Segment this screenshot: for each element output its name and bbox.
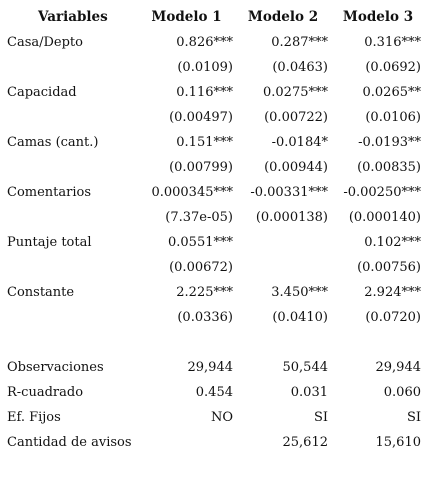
cell-model-1: 29,944: [187, 360, 234, 375]
cell-model-3: 0.316***: [364, 35, 421, 50]
header-variables: Variables: [38, 9, 108, 25]
cell-model-2: 0.0275***: [263, 85, 328, 100]
table-row-comentarios: Comentarios 0.000345*** -0.00331*** -0.0025…: [0, 180, 430, 205]
row-label: Comentarios: [7, 185, 92, 200]
cell-model-1: [130, 330, 233, 355]
table-row-casa-depto: Casa/Depto 0.826*** 0.287*** 0.316***: [0, 30, 430, 55]
row-label: R-cuadrado: [7, 385, 84, 400]
cell-model-3: 0.0265**: [362, 85, 422, 100]
cell-model-2: -0.0184*: [271, 135, 328, 150]
cell-model-3: (0.0692): [365, 60, 421, 75]
cell-model-3: (0.00835): [357, 160, 421, 175]
table-row-se: (0.0336) (0.0410) (0.0720): [0, 305, 430, 330]
table-row-camas-cant: Camas (cant.) 0.151*** -0.0184* -0.0193**: [0, 130, 430, 155]
cell-model-2: -0.00331***: [250, 185, 328, 200]
header-model-3: Modelo 3: [342, 9, 414, 25]
cell-model-3: (0.0106): [365, 110, 421, 125]
cell-model-3: (0.000140): [348, 210, 421, 225]
row-label: Casa/Depto: [7, 35, 83, 50]
cell-model-3: -0.00250***: [343, 185, 421, 200]
table-row-observaciones: Observaciones 29,944 50,544 29,944: [0, 355, 430, 380]
cell-model-1: [130, 430, 233, 455]
cell-model-1: 0.454: [195, 385, 233, 400]
cell-model-1: 0.000345***: [151, 185, 233, 200]
table-row-se: (7.37e-05) (0.000138) (0.000140): [0, 205, 430, 230]
cell-model-3: -0.0193**: [358, 135, 421, 150]
cell-model-3: SI: [406, 410, 421, 425]
cell-model-1: (0.0109): [177, 60, 233, 75]
cell-model-2: (0.0410): [272, 310, 328, 325]
row-label: Constante: [7, 285, 75, 300]
cell-model-3: [330, 330, 421, 355]
table-row-se: (0.00497) (0.00722) (0.0106): [0, 105, 430, 130]
cell-model-2: [234, 230, 328, 255]
cell-model-1: (7.37e-05): [165, 210, 233, 225]
cell-model-3: (0.0720): [365, 310, 421, 325]
cell-model-1: NO: [210, 410, 233, 425]
cell-model-1: 2.225***: [176, 285, 233, 300]
table-row-se: (0.00799) (0.00944) (0.00835): [0, 155, 430, 180]
cell-model-3: 29,944: [375, 360, 422, 375]
cell-model-1: 0.151***: [176, 135, 233, 150]
cell-model-2: 0.031: [290, 385, 328, 400]
cell-model-2: [234, 330, 328, 355]
cell-model-1: 0.826***: [176, 35, 233, 50]
header-model-2: Modelo 2: [247, 9, 319, 25]
cell-model-2: (0.00722): [264, 110, 328, 125]
table-row-constante: Constante 2.225*** 3.450*** 2.924***: [0, 280, 430, 305]
row-label: Puntaje total: [7, 235, 92, 250]
cell-model-3: 0.102***: [364, 235, 421, 250]
cell-model-1: (0.00497): [169, 110, 233, 125]
table-row-puntaje-total: Puntaje total 0.0551*** 0.102***: [0, 230, 430, 255]
cell-model-2: 3.450***: [271, 285, 328, 300]
table-row-se: (0.00672) (0.00756): [0, 255, 430, 280]
row-label: Ef. Fijos: [7, 410, 61, 425]
cell-model-1: 0.116***: [176, 85, 233, 100]
cell-model-2: [234, 255, 328, 280]
row-label: Camas (cant.): [7, 135, 99, 150]
cell-model-2: SI: [313, 410, 328, 425]
cell-model-3: 0.060: [383, 385, 421, 400]
table-row-se: [0, 330, 430, 355]
cell-model-2: 50,544: [282, 360, 329, 375]
cell-model-2: 0.287***: [271, 35, 328, 50]
cell-model-2: (0.000138): [255, 210, 328, 225]
row-label: Capacidad: [7, 85, 77, 100]
table-row-cantidad-de-avisos: Cantidad de avisos 25,612 15,610: [0, 430, 430, 455]
row-label: Cantidad de avisos: [7, 435, 132, 450]
table-header-row: Variables Modelo 1 Modelo 2 Modelo 3: [0, 5, 430, 30]
table-row-capacidad: Capacidad 0.116*** 0.0275*** 0.0265**: [0, 80, 430, 105]
cell-model-2: (0.0463): [272, 60, 328, 75]
cell-model-3: 15,610: [375, 435, 422, 450]
cell-model-1: 0.0551***: [168, 235, 233, 250]
cell-model-2: (0.00944): [264, 160, 328, 175]
table-row-se: (0.0109) (0.0463) (0.0692): [0, 55, 430, 80]
row-label: Observaciones: [7, 360, 104, 375]
cell-model-3: 2.924***: [364, 285, 421, 300]
header-model-1: Modelo 1: [151, 9, 222, 25]
cell-model-1: (0.00672): [169, 260, 233, 275]
cell-model-1: (0.0336): [177, 310, 233, 325]
table-row-ef-fijos: Ef. Fijos NO SI SI: [0, 405, 430, 430]
cell-model-1: (0.00799): [169, 160, 233, 175]
cell-model-3: (0.00756): [357, 260, 421, 275]
table-row-r-cuadrado: R-cuadrado 0.454 0.031 0.060: [0, 380, 430, 405]
cell-model-2: 25,612: [282, 435, 329, 450]
